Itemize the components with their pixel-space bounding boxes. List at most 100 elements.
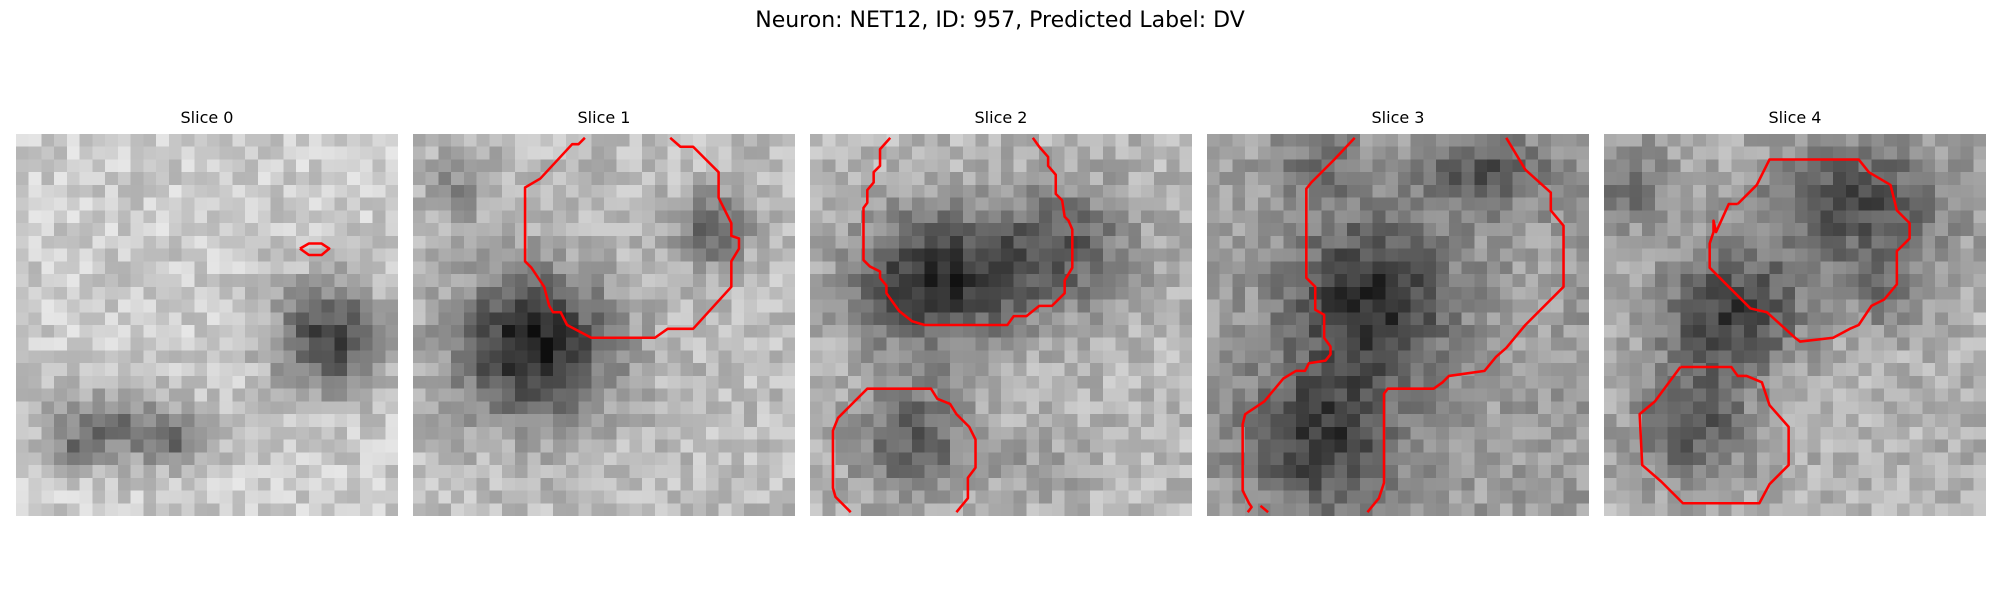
image-pixel [1102, 414, 1116, 428]
image-pixel [578, 490, 592, 504]
image-pixel [92, 388, 106, 402]
image-pixel [1347, 490, 1361, 504]
image-pixel [1296, 477, 1310, 491]
image-pixel [1219, 146, 1233, 160]
image-pixel [654, 134, 668, 147]
image-pixel [489, 414, 503, 428]
image-pixel [1487, 490, 1501, 504]
image-pixel [1207, 261, 1220, 275]
image-pixel [1064, 439, 1078, 453]
image-pixel [219, 299, 233, 313]
image-pixel [654, 146, 668, 160]
image-pixel [1321, 248, 1335, 262]
image-pixel [1359, 184, 1373, 198]
image-pixel [1858, 388, 1872, 402]
image-pixel [1410, 414, 1424, 428]
image-pixel [372, 235, 386, 249]
image-pixel [591, 350, 605, 364]
image-pixel [924, 274, 938, 288]
image-pixel [1693, 184, 1707, 198]
image-pixel [1576, 299, 1589, 313]
image-pixel [667, 172, 681, 186]
image-pixel [667, 350, 681, 364]
image-pixel [1563, 261, 1577, 275]
image-pixel [1077, 299, 1091, 313]
image-pixel [1820, 197, 1834, 211]
image-pixel [1512, 388, 1526, 402]
image-pixel [245, 312, 259, 326]
image-pixel [41, 299, 55, 313]
image-pixel [924, 235, 938, 249]
image-pixel [756, 490, 770, 504]
image-pixel [1334, 401, 1348, 415]
image-pixel [693, 274, 707, 288]
image-pixel [105, 172, 119, 186]
image-pixel [194, 261, 208, 275]
image-pixel [130, 146, 144, 160]
image-pixel [1166, 146, 1180, 160]
image-pixel [1845, 337, 1859, 351]
image-pixel [1871, 210, 1885, 224]
image-pixel [1436, 159, 1450, 173]
image-pixel [578, 274, 592, 288]
image-pixel [527, 414, 541, 428]
image-pixel [1141, 261, 1155, 275]
image-pixel [578, 401, 592, 415]
image-pixel [886, 388, 900, 402]
image-pixel [28, 490, 42, 504]
image-pixel [1871, 146, 1885, 160]
image-pixel [1207, 299, 1220, 313]
image-pixel [1525, 274, 1539, 288]
image-pixel [565, 312, 579, 326]
image-pixel [1077, 363, 1091, 377]
image-pixel [1973, 325, 1986, 338]
image-pixel [899, 401, 913, 415]
image-pixel [257, 363, 271, 377]
image-pixel [540, 210, 554, 224]
image-pixel [988, 261, 1002, 275]
image-pixel [642, 172, 656, 186]
image-pixel [168, 426, 182, 440]
image-pixel [372, 350, 386, 364]
image-pixel [1795, 184, 1808, 198]
image-pixel [1731, 312, 1745, 326]
image-pixel [937, 414, 951, 428]
image-pixel [1744, 503, 1758, 516]
image-pixel [1642, 503, 1656, 516]
image-pixel [245, 286, 259, 300]
image-pixel [1576, 248, 1589, 262]
image-pixel [1909, 375, 1923, 389]
image-pixel [1807, 172, 1821, 186]
image-pixel [168, 299, 182, 313]
image-pixel [1090, 274, 1104, 288]
image-pixel [1423, 312, 1437, 326]
image-pixel [1884, 337, 1898, 351]
image-pixel [143, 235, 157, 249]
image-pixel [105, 337, 119, 351]
image-pixel [1538, 274, 1552, 288]
image-pixel [194, 388, 208, 402]
image-pixel [1128, 261, 1142, 275]
image-pixel [886, 184, 900, 198]
image-pixel [1654, 286, 1668, 300]
image-pixel [1257, 363, 1271, 377]
image-pixel [232, 388, 246, 402]
image-pixel [924, 503, 938, 516]
image-pixel [296, 337, 310, 351]
image-pixel [1705, 248, 1719, 262]
image-pixel [66, 312, 80, 326]
image-pixel [1973, 299, 1986, 313]
image-pixel [1769, 363, 1783, 377]
image-pixel [41, 235, 55, 249]
image-pixel [1667, 337, 1681, 351]
image-pixel [1474, 426, 1488, 440]
image-pixel [848, 210, 862, 224]
image-pixel [79, 363, 93, 377]
image-pixel [1563, 235, 1577, 249]
image-pixel [245, 465, 259, 479]
image-pixel [1051, 159, 1065, 173]
image-pixel [1115, 312, 1129, 326]
image-pixel [1321, 375, 1335, 389]
image-pixel [1654, 337, 1668, 351]
image-pixel [860, 414, 874, 428]
